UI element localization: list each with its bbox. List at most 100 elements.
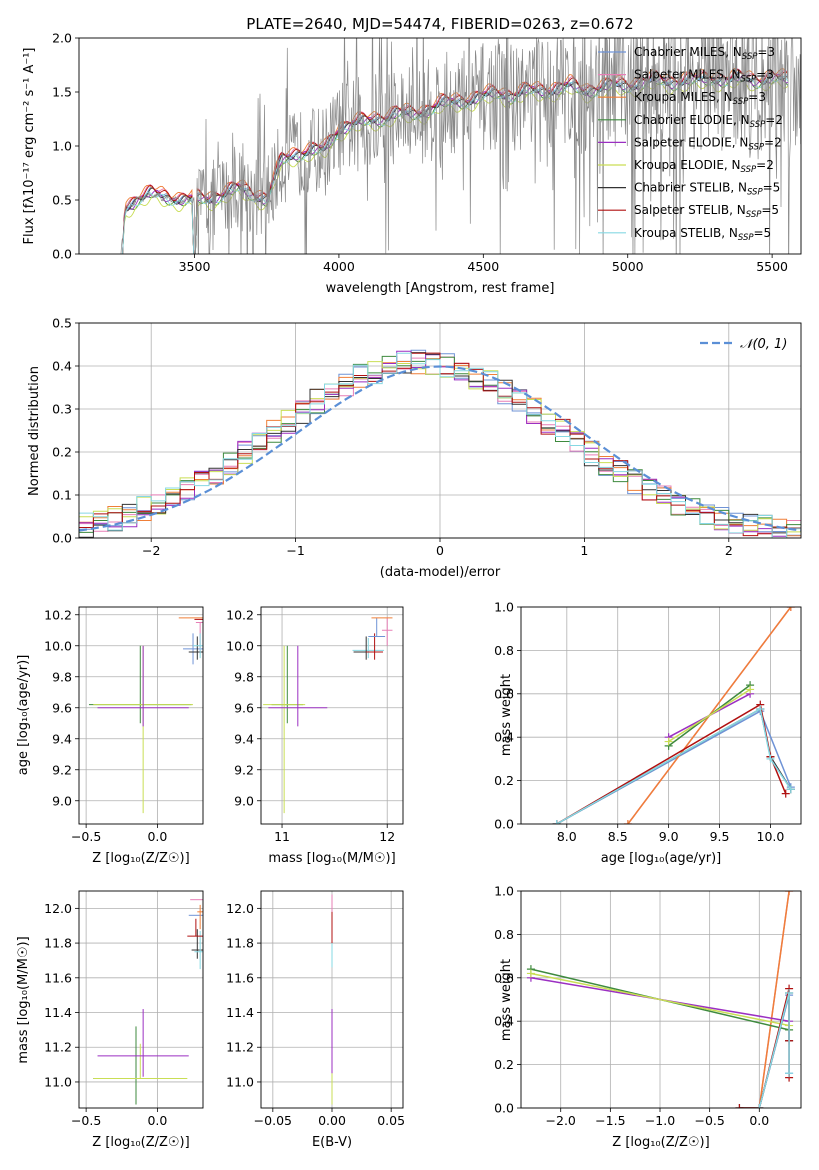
axes-frame [78, 606, 204, 825]
y-tick-label: 9.4 [52, 731, 72, 746]
y-tick-label: 12.0 [226, 901, 254, 916]
weight-line-salpeter-stelib [556, 703, 787, 824]
y-tick-label: 9.4 [234, 731, 254, 746]
y-tick-label: 0.5 [52, 193, 72, 208]
axes-mass-weight-vs-age: 8.0 8.5 9.0 9.5 10.0 0.0 0.2 0.4 0.6 0.8 1.0 age [l… [494, 600, 802, 866]
y-tick-label: 0.2 [494, 773, 514, 788]
y-tick-label: 9.6 [234, 700, 254, 715]
x-axis-label: Z [log₁₀(Z/Z☉)] [612, 1135, 709, 1150]
x-tick-label: 10.0 [757, 829, 785, 844]
weight-lines [526, 891, 794, 1108]
legend: Chabrier MILES, NSSP=3 Salpeter MILES, NS… [598, 45, 783, 243]
y-tick-label: 11.4 [44, 1005, 72, 1020]
y-tick-label: 10.2 [44, 607, 72, 622]
x-axis-label: age [log₁₀(age/yr)] [601, 851, 722, 866]
error-crosses [263, 617, 393, 814]
spectrum-models [120, 38, 801, 254]
y-tick-label: 9.8 [234, 669, 254, 684]
x-axis-label: wavelength [Angstrom, rest frame] [326, 281, 555, 296]
weight-line-chabrier-miles [556, 710, 792, 824]
x-tick-label: −0.05 [254, 1113, 292, 1128]
y-tick-label: 9.6 [52, 700, 72, 715]
x-tick-label: 0.0 [147, 1113, 167, 1128]
x-tick-label: 9.5 [710, 829, 730, 844]
y-tick-label: 0.4 [494, 730, 514, 745]
y-tick-label: 11.2 [44, 1040, 72, 1055]
axes-age-vs-Z: −0.5 0.0 9.0 9.2 9.4 9.6 9.8 10.0 10.2 Z [log₁₀(Z… [16, 606, 204, 866]
x-tick-label: 0 [436, 543, 444, 558]
x-tick-label: −0.5 [694, 1113, 724, 1128]
histogram-salpeter-stelib [79, 352, 801, 538]
weight-point [552, 820, 561, 824]
y-tick-label: 1.5 [52, 85, 72, 100]
weight-point [623, 820, 632, 824]
y-tick-label: 0.6 [494, 970, 514, 985]
y-tick-label: 0.5 [52, 316, 72, 331]
y-tick-label: 9.8 [52, 669, 72, 684]
x-axis-label: E(B-V) [312, 1135, 352, 1150]
y-tick-label: 9.0 [52, 793, 72, 808]
legend-entry: Salpeter ELODIE, NSSP=2 [634, 135, 782, 152]
x-tick-label: −2 [142, 543, 160, 558]
y-tick-label: 0.3 [52, 402, 72, 417]
histogram-kroupa-stelib [79, 352, 801, 538]
y-tick-label: 0.0 [52, 247, 72, 262]
y-tick-label: 0.0 [494, 1101, 514, 1116]
x-tick-label: 4500 [467, 259, 499, 274]
y-tick-label: 0.8 [494, 643, 514, 658]
y-tick-label: 0.4 [52, 359, 72, 374]
legend-entry: Salpeter MILES, NSSP=3 [634, 68, 774, 85]
y-axis-label: age [log₁₀(age/yr)] [16, 655, 31, 776]
y-tick-label: 0.0 [494, 817, 514, 832]
legend-entry: Chabrier ELODIE, NSSP=2 [634, 113, 783, 130]
x-tick-label: 1 [580, 543, 588, 558]
weight-point [755, 1104, 764, 1108]
y-tick-label: 0.6 [494, 686, 514, 701]
weight-point [664, 737, 673, 746]
x-tick-label: 0.0 [147, 829, 167, 844]
x-tick-label: −2.0 [546, 1113, 576, 1128]
weight-point [735, 1104, 744, 1108]
x-tick-label: 9.0 [659, 829, 679, 844]
axes-mass-vs-EBV: −0.05 0.00 0.05 11.0 11.2 11.4 11.6 11.8 12.0 E(B… [226, 890, 405, 1150]
y-tick-label: 11.6 [44, 970, 72, 985]
axes-mass-vs-Z: −0.5 0.0 11.0 11.2 11.4 11.6 11.8 12.0 Z [log₁₀(… [16, 890, 204, 1150]
y-tick-label: 10.0 [44, 638, 72, 653]
y-tick-label: 11.0 [44, 1074, 72, 1089]
x-axis-label: Z [log₁₀(Z/Z☉)] [92, 851, 189, 866]
y-tick-label: 10.0 [226, 638, 254, 653]
x-axis-label: Z [log₁₀(Z/Z☉)] [92, 1135, 189, 1150]
weight-point [785, 988, 794, 997]
y-tick-label: 0.2 [494, 1057, 514, 1072]
weight-line-kroupa-elodie [668, 688, 751, 743]
x-tick-label: 8.5 [608, 829, 628, 844]
axes-frame [78, 890, 204, 1109]
y-tick-label: 0.1 [52, 488, 72, 503]
weight-lines [552, 607, 795, 824]
x-tick-label: 11 [274, 829, 290, 844]
weight-line-kroupa-stelib [556, 707, 792, 824]
x-axis-label: mass [log₁₀(M/M☉)] [268, 851, 395, 866]
y-axis-label: Normed distribution [27, 366, 42, 496]
weight-point [785, 891, 794, 895]
axes-frame [520, 606, 802, 825]
y-tick-label: 1.0 [494, 600, 514, 615]
x-tick-label: −1.5 [595, 1113, 625, 1128]
weight-line-kroupa-miles [758, 891, 790, 1108]
weight-point [766, 754, 775, 763]
y-axis-label: mass weight [499, 674, 514, 756]
x-tick-label: 0.05 [377, 1113, 405, 1128]
histograms [79, 349, 801, 538]
y-tick-label: 11.8 [44, 936, 72, 951]
y-tick-label: 9.0 [234, 793, 254, 808]
axes-frame [520, 890, 802, 1109]
y-tick-label: 2.0 [52, 31, 72, 46]
x-tick-label: −0.5 [71, 1113, 101, 1128]
weight-point [781, 789, 790, 798]
weight-line-kroupa-stelib [758, 992, 790, 1108]
y-tick-label: 1.0 [494, 884, 514, 899]
x-tick-label: −0.5 [71, 829, 101, 844]
legend-entry: Chabrier MILES, NSSP=3 [634, 45, 775, 62]
weight-point [756, 704, 765, 713]
